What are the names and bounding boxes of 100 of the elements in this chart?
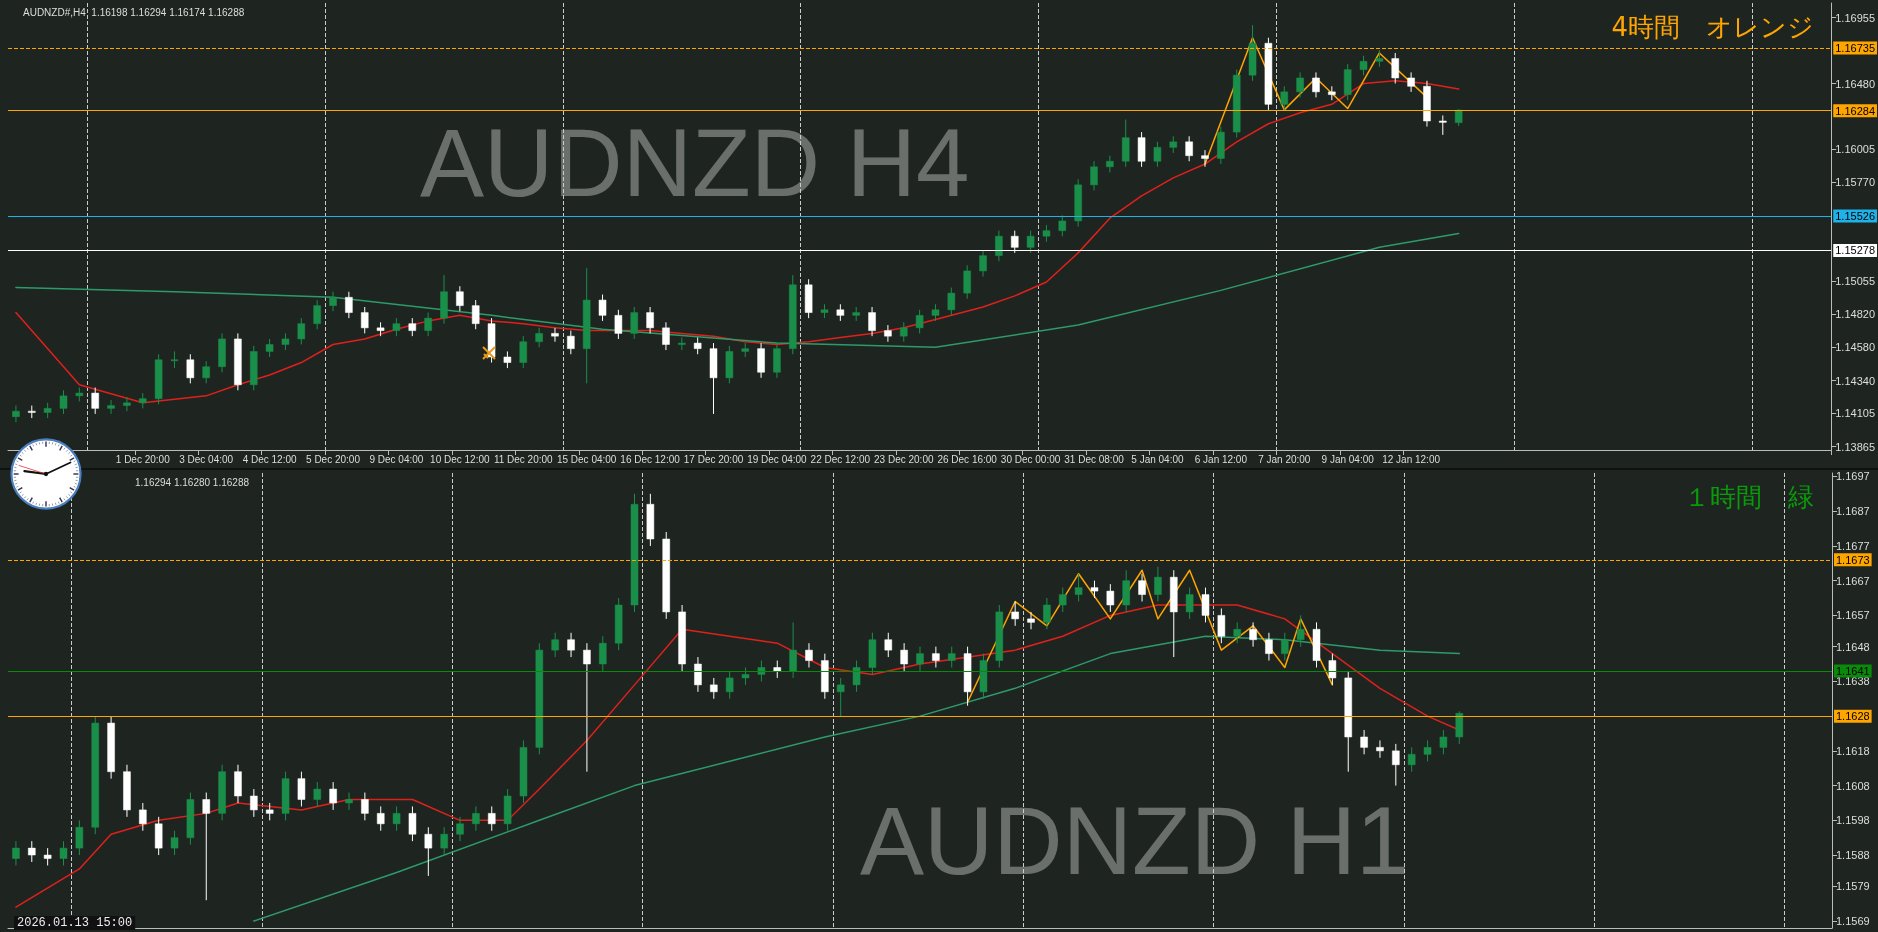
- candlestick: [805, 642, 813, 668]
- y-tick-label: 1.1638: [1836, 675, 1870, 688]
- candlestick: [250, 788, 258, 818]
- candlestick: [12, 840, 20, 866]
- candlestick: [598, 294, 607, 322]
- y-tick-label: 1.1588: [1836, 849, 1870, 862]
- candlestick: [947, 646, 956, 668]
- candlestick: [932, 646, 940, 668]
- x-tick-label: 10 Dec 12:00: [430, 453, 491, 465]
- candlestick: [1043, 597, 1051, 630]
- candlestick: [884, 632, 893, 658]
- candlestick: [202, 792, 211, 901]
- y-tick-label: 1.16955: [1835, 11, 1875, 24]
- candlestick: [313, 299, 321, 330]
- candlestick: [360, 306, 369, 334]
- candlestick: [392, 805, 401, 832]
- candlestick: [1138, 573, 1146, 603]
- candlestick: [662, 321, 670, 351]
- candlestick: [59, 840, 68, 866]
- y-tick-label: 1.1657: [1836, 609, 1870, 622]
- x-tick-label: 26 Dec 16:00: [937, 453, 998, 465]
- candlestick: [979, 249, 987, 277]
- ref-line-label: 1.15278: [1835, 244, 1875, 257]
- candlestick: [519, 335, 528, 369]
- candlestick: [488, 805, 496, 832]
- candlestick: [424, 826, 433, 877]
- chart-subtitle: １時間 緑: [1684, 482, 1814, 512]
- y-tick-label: 1.1687: [1836, 505, 1870, 518]
- x-tick-label: 22 Dec 12:00: [810, 453, 871, 465]
- line-series: [253, 635, 1461, 922]
- candlestick: [1281, 632, 1289, 662]
- candlestick: [329, 291, 337, 312]
- candlestick: [1423, 739, 1432, 762]
- x-tick-label: 5 Jan 04:00: [1131, 453, 1184, 465]
- candlestick: [107, 399, 115, 415]
- candlestick: [836, 677, 845, 717]
- x-tick-label: 31 Dec 08:00: [1064, 453, 1125, 465]
- candlestick: [915, 309, 924, 334]
- ref-line-label: 1.1641: [1836, 664, 1870, 677]
- candlestick: [59, 389, 68, 415]
- candlestick: [900, 321, 908, 343]
- candlestick: [265, 338, 274, 358]
- y-tick-label: 1.14340: [1835, 374, 1875, 387]
- candlestick: [1233, 621, 1241, 644]
- candlestick: [583, 642, 591, 773]
- candlestick: [1328, 653, 1337, 686]
- x-tick-label: 7 Jan 20:00: [1258, 453, 1311, 465]
- candlestick: [424, 312, 432, 337]
- candlestick: [1201, 149, 1209, 168]
- candlestick: [456, 816, 464, 842]
- candlestick: [75, 819, 84, 856]
- y-tick-label: 1.13865: [1835, 440, 1875, 453]
- candlestick: [1026, 230, 1035, 254]
- candlestick: [345, 792, 353, 811]
- candlestick: [1121, 119, 1130, 168]
- candlestick: [1074, 573, 1083, 603]
- candlestick: [1185, 135, 1193, 162]
- x-tick-label: 19 Dec 04:00: [747, 453, 808, 465]
- candlestick: [408, 317, 417, 337]
- y-tick-label: 1.1608: [1836, 779, 1870, 792]
- candlestick: [1265, 632, 1273, 662]
- x-tick-label: 5 Dec 20:00: [306, 453, 361, 465]
- candlestick: [1249, 621, 1257, 648]
- candlestick: [916, 646, 924, 672]
- candlestick: [1280, 85, 1289, 111]
- ref-line-label: 1.1628: [1836, 710, 1870, 723]
- y-tick-label: 1.15055: [1835, 275, 1875, 288]
- x-tick-label: 23 Dec 20:00: [874, 453, 934, 465]
- ref-line-label: 1.16735: [1835, 42, 1875, 55]
- candlestick: [995, 230, 1003, 262]
- candlestick: [91, 387, 99, 415]
- candlestick: [1407, 71, 1415, 93]
- y-tick-label: 1.14820: [1835, 307, 1875, 320]
- candlestick: [535, 327, 543, 348]
- candlestick: [1090, 160, 1098, 191]
- candlestick: [1185, 587, 1194, 620]
- candlestick: [361, 792, 369, 821]
- candlestick: [408, 805, 417, 842]
- candlestick: [392, 317, 401, 337]
- candlestick: [1296, 614, 1305, 648]
- candlestick: [1027, 611, 1035, 630]
- candlestick: [773, 342, 781, 379]
- candlestick: [123, 396, 131, 412]
- candlestick: [646, 306, 654, 334]
- x-tick-label: 17 Dec 20:00: [683, 453, 744, 465]
- ref-line-label: 1.16284: [1835, 104, 1875, 117]
- candlestick: [963, 264, 971, 300]
- line-series: [15, 232, 1460, 349]
- y-tick-label: 1.1569: [1836, 915, 1870, 928]
- candlestick: [1011, 601, 1019, 627]
- candlestick: [868, 306, 876, 337]
- x-tick-label: 11 Dec 20:00: [493, 453, 554, 465]
- candlestick: [456, 285, 464, 312]
- candlestick: [630, 306, 638, 340]
- x-tick-label: 6 Jan 12:00: [1194, 453, 1248, 465]
- candlestick: [1407, 746, 1416, 773]
- y-tick-label: 1.16480: [1835, 77, 1875, 90]
- candlestick: [1312, 71, 1320, 98]
- y-tick-label: 1.15770: [1835, 176, 1875, 189]
- candlestick: [551, 632, 559, 658]
